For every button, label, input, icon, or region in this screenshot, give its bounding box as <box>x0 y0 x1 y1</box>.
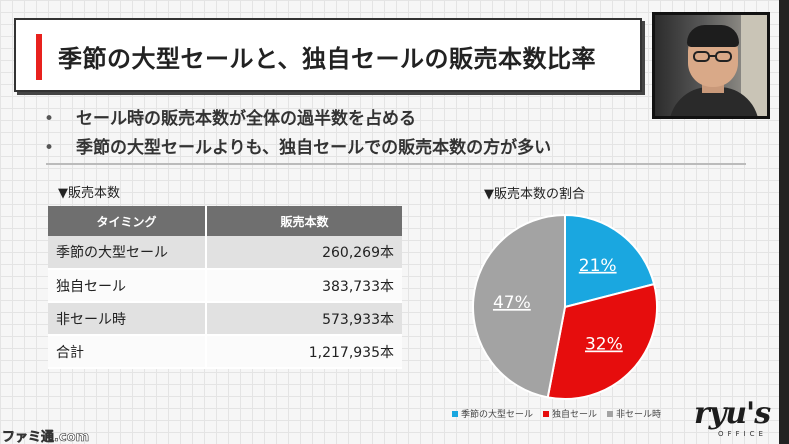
pie-chart: 21% 32% 47% <box>472 213 658 400</box>
presenter-webcam <box>652 12 770 119</box>
section-divider <box>46 163 746 165</box>
row-name: 非セール時 <box>48 302 207 336</box>
legend-item-1: 独自セール <box>543 407 597 420</box>
legend-swatch-0 <box>452 410 458 417</box>
row-name: 独自セール <box>48 269 207 303</box>
bullet-item: • 季節の大型セールよりも、独自セールでの販売本数の方が多い <box>44 137 551 166</box>
glasses-bridge <box>709 55 716 57</box>
chart-section-label: ▼販売本数の割合 <box>484 187 585 202</box>
glasses-right <box>715 51 732 62</box>
table-row-total: 合計 1,217,935本 <box>48 335 402 369</box>
pie-chart-container: 21% 32% 47% <box>470 212 660 402</box>
row-name: 合計 <box>48 335 207 369</box>
pie-slice-0 <box>564 213 656 309</box>
bullet-text: 季節の大型セールよりも、独自セールでの販売本数の方が多い <box>76 138 552 158</box>
pie-slice-2 <box>472 213 566 399</box>
row-name: 季節の大型セール <box>48 236 207 270</box>
row-value: 383,733本 <box>206 269 402 303</box>
row-value: 1,217,935本 <box>206 335 402 369</box>
row-value: 573,933本 <box>206 302 402 336</box>
table-row: 季節の大型セール 260,269本 <box>48 236 402 270</box>
logo-text: ryu's <box>694 396 771 431</box>
chart-legend: 季節の大型セール 独自セール 非セール時 <box>452 407 661 420</box>
header-timing: タイミング <box>48 206 207 236</box>
pie-label-2: 47% <box>493 293 531 313</box>
table-row: 非セール時 573,933本 <box>48 302 402 336</box>
sales-table: タイミング 販売本数 季節の大型セール 260,269本 独自セール 383,7… <box>48 206 402 369</box>
logo-subtext: OFFICE <box>718 430 767 438</box>
frame-edge <box>779 0 789 444</box>
slide-title: 季節の大型セールと、独自セールの販売本数比率 <box>58 45 597 73</box>
bullet-text: セール時の販売本数が全体の過半数を占める <box>76 109 416 129</box>
legend-swatch-2 <box>607 410 614 417</box>
bullet-item: • セール時の販売本数が全体の過半数を占める <box>44 108 551 137</box>
bullet-marker: • <box>44 109 55 129</box>
legend-item-0: 季節の大型セール <box>452 407 533 420</box>
glasses-left <box>693 51 710 62</box>
table-header-row: タイミング 販売本数 <box>48 206 402 236</box>
site-watermark: ファミ通.com <box>2 430 90 444</box>
pie-label-0: 21% <box>579 256 617 276</box>
table-section-label: ▼販売本数 <box>58 186 120 201</box>
pie-label-1: 32% <box>585 335 623 355</box>
ryus-office-logo: ryu's OFFICE <box>690 390 774 442</box>
bullet-marker: • <box>44 138 55 158</box>
presenter-hair <box>687 25 739 47</box>
table-row: 独自セール 383,733本 <box>48 269 402 303</box>
bullet-list: • セール時の販売本数が全体の過半数を占める • 季節の大型セールよりも、独自セ… <box>44 108 551 166</box>
title-accent-bar <box>36 34 42 80</box>
row-value: 260,269本 <box>206 236 402 270</box>
title-panel: 季節の大型セールと、独自セールの販売本数比率 <box>14 18 642 92</box>
legend-label-2: 非セール時 <box>616 410 662 420</box>
legend-swatch-1 <box>543 410 550 417</box>
legend-item-2: 非セール時 <box>607 407 661 420</box>
header-units: 販売本数 <box>206 206 402 236</box>
legend-label-0: 季節の大型セール <box>461 410 534 420</box>
pie-slice-1 <box>546 282 658 400</box>
legend-label-1: 独自セール <box>552 410 598 420</box>
